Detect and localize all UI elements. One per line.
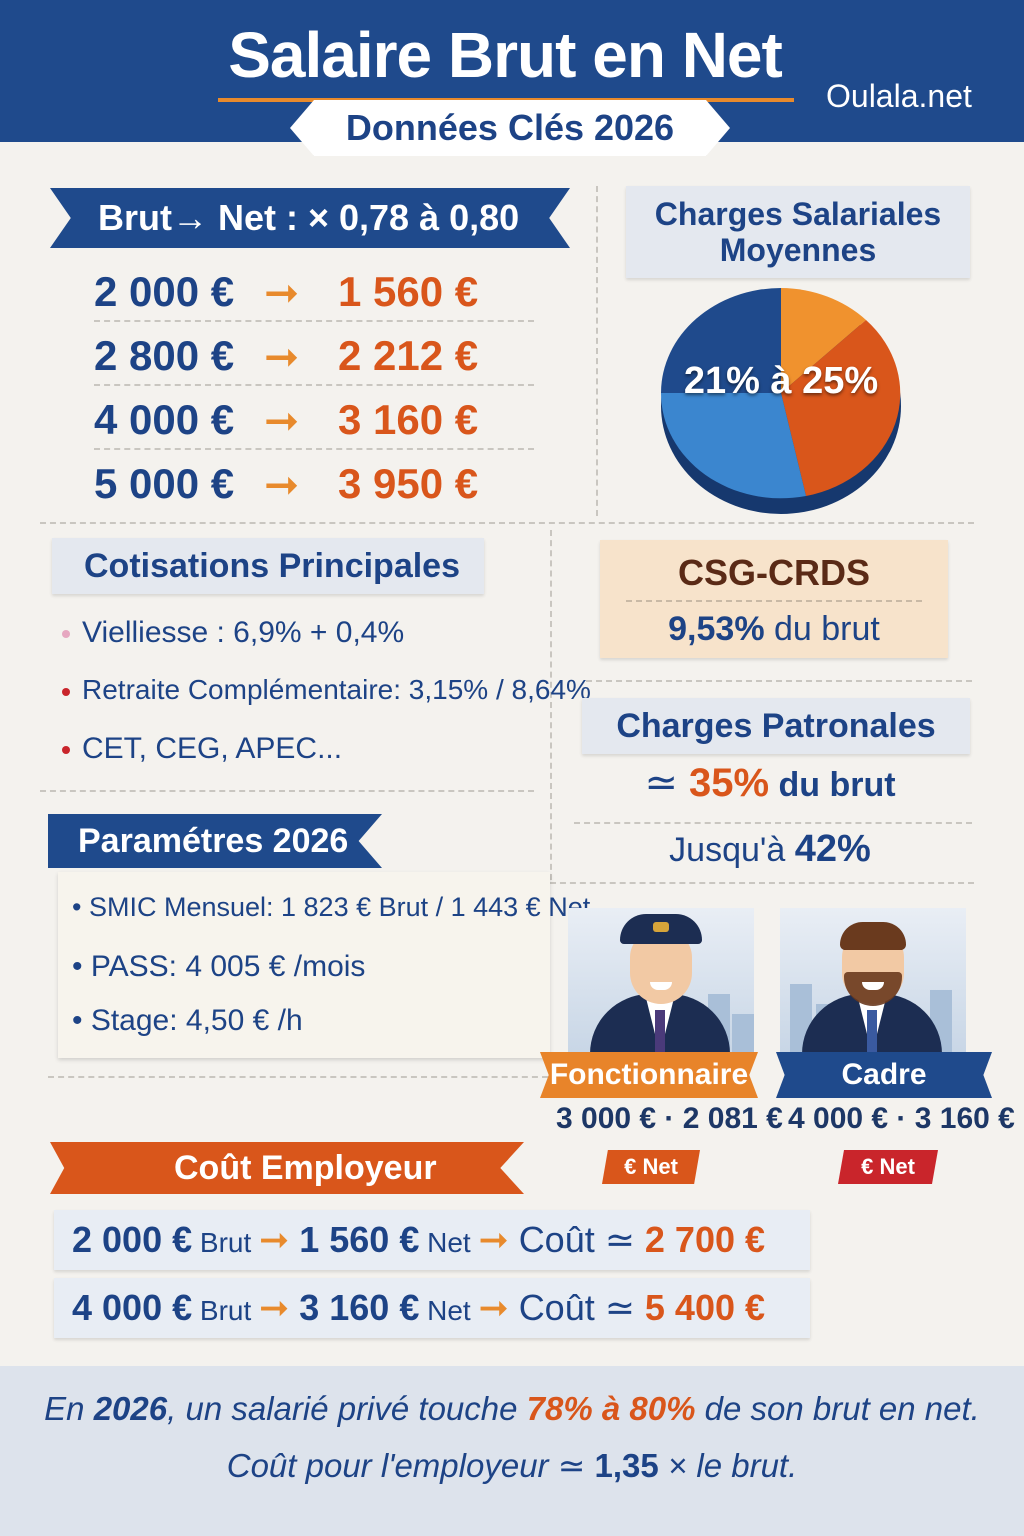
pie-slice <box>781 320 901 496</box>
divider <box>40 790 534 792</box>
parametre-item: • SMIC Mensuel: 1 823 € Brut / 1 443 € N… <box>72 892 591 922</box>
fonctionnaire-label: Fonctionnaire <box>540 1052 758 1098</box>
divider <box>40 522 974 524</box>
fonctionnaire-portrait <box>568 908 754 1054</box>
cotisations-title: Cotisations Principales <box>52 538 484 594</box>
arrow-icon: ➞ <box>478 1287 509 1328</box>
cotisation-item: Retraite Complémentaire: 3,15% / 8,64% <box>62 674 591 706</box>
cout-employeur-banner: Coût Employeur <box>50 1142 524 1194</box>
patronales-max: Jusqu'à 42% <box>669 828 871 870</box>
arrow-icon: ➞ <box>264 397 300 444</box>
cost-row: 4 000 € Brut ➞ 3 160 € Net ➞ Coût ≃ 5 40… <box>54 1278 810 1338</box>
divider <box>48 1076 548 1078</box>
arrow-icon: ➞ <box>259 1219 290 1260</box>
bullet-icon <box>62 746 70 755</box>
net-value: 3 950 € <box>338 460 479 507</box>
parametres-banner: Paramétres 2026 <box>48 814 382 868</box>
page-subtitle: Données Clés 2026 <box>345 107 675 148</box>
csg-title: CSG-CRDS <box>677 552 870 593</box>
cost-row: 2 000 € Brut ➞ 1 560 € Net ➞ Coût ≃ 2 70… <box>54 1210 810 1270</box>
patronales-value: ≃ 35% du brut <box>644 761 896 805</box>
cotisation-item: Vielliesse : 6,9% + 0,4% <box>62 616 404 650</box>
bullet-icon <box>62 687 70 696</box>
page-title: Salaire Brut en Net <box>228 19 783 91</box>
pie-slice <box>660 393 806 499</box>
cadre-portrait <box>780 908 966 1054</box>
gross-value: 5 000 € <box>94 460 235 507</box>
net-tag: € Net <box>838 1150 938 1184</box>
parametre-item: • Stage: 4,50 € /h <box>72 1004 303 1037</box>
net-value: 3 160 € <box>338 396 479 443</box>
site-name: Oulala.net <box>826 78 972 114</box>
gross-value: 2 000 € <box>94 268 235 315</box>
arrow-icon: ➞ <box>264 461 300 508</box>
parametres-card: • SMIC Mensuel: 1 823 € Brut / 1 443 € N… <box>58 872 590 1058</box>
arrow-icon: ➞ <box>264 333 300 380</box>
footer-line: Coût pour l'employeur ≃ 1,35 × le brut. <box>226 1447 798 1484</box>
fonctionnaire-salary: 3 000 € · 2 081 € <box>556 1102 783 1135</box>
pie-slice <box>781 288 866 393</box>
subtitle-ribbon: Données Clés 2026 <box>290 100 730 156</box>
gross-value: 4 000 € <box>94 396 235 443</box>
footer <box>0 1366 1024 1536</box>
csg-crds-card: CSG-CRDS 9,53% du brut <box>600 540 948 658</box>
conversion-banner: Brut→ Net : × 0,78 à 0,80 <box>50 188 570 248</box>
parametre-item: • PASS: 4 005 € /mois <box>72 950 366 983</box>
charges-pie-chart <box>660 288 901 514</box>
divider <box>596 186 598 516</box>
divider <box>626 600 922 602</box>
footer-line: En 2026, un salarié privé touche 78% à 8… <box>44 1390 980 1427</box>
divider <box>550 530 552 880</box>
conversion-row: 4 000 € ➞ 3 160 € <box>94 390 534 450</box>
arrow-icon: ➞ <box>259 1287 290 1328</box>
arrow-icon: ➞ <box>264 269 300 316</box>
net-value: 1 560 € <box>338 268 479 315</box>
divider <box>550 882 974 884</box>
net-tag: € Net <box>602 1150 700 1184</box>
csg-value: 9,53% du brut <box>668 610 880 648</box>
charges-salariales-title: Charges Salariales Moyennes <box>626 186 970 278</box>
bullet-icon <box>62 630 70 639</box>
divider <box>574 822 972 824</box>
gross-value: 2 800 € <box>94 332 235 379</box>
cadre-salary: 4 000 € · 3 160 € <box>788 1102 1015 1135</box>
conversion-row: 2 000 € ➞ 1 560 € <box>94 262 534 322</box>
conversion-row: 2 800 € ➞ 2 212 € <box>94 326 534 386</box>
net-value: 2 212 € <box>338 332 479 379</box>
charges-patronales-title: Charges Patronales <box>582 698 970 754</box>
arrow-icon: ➞ <box>478 1219 509 1260</box>
pie-slice <box>661 288 781 393</box>
cotisation-item: CET, CEG, APEC... <box>62 732 342 766</box>
conversion-row: 5 000 € ➞ 3 950 € <box>94 454 534 514</box>
cadre-label: Cadre <box>776 1052 992 1098</box>
pie-label: 21% à 25% <box>683 360 879 402</box>
divider <box>586 680 972 682</box>
